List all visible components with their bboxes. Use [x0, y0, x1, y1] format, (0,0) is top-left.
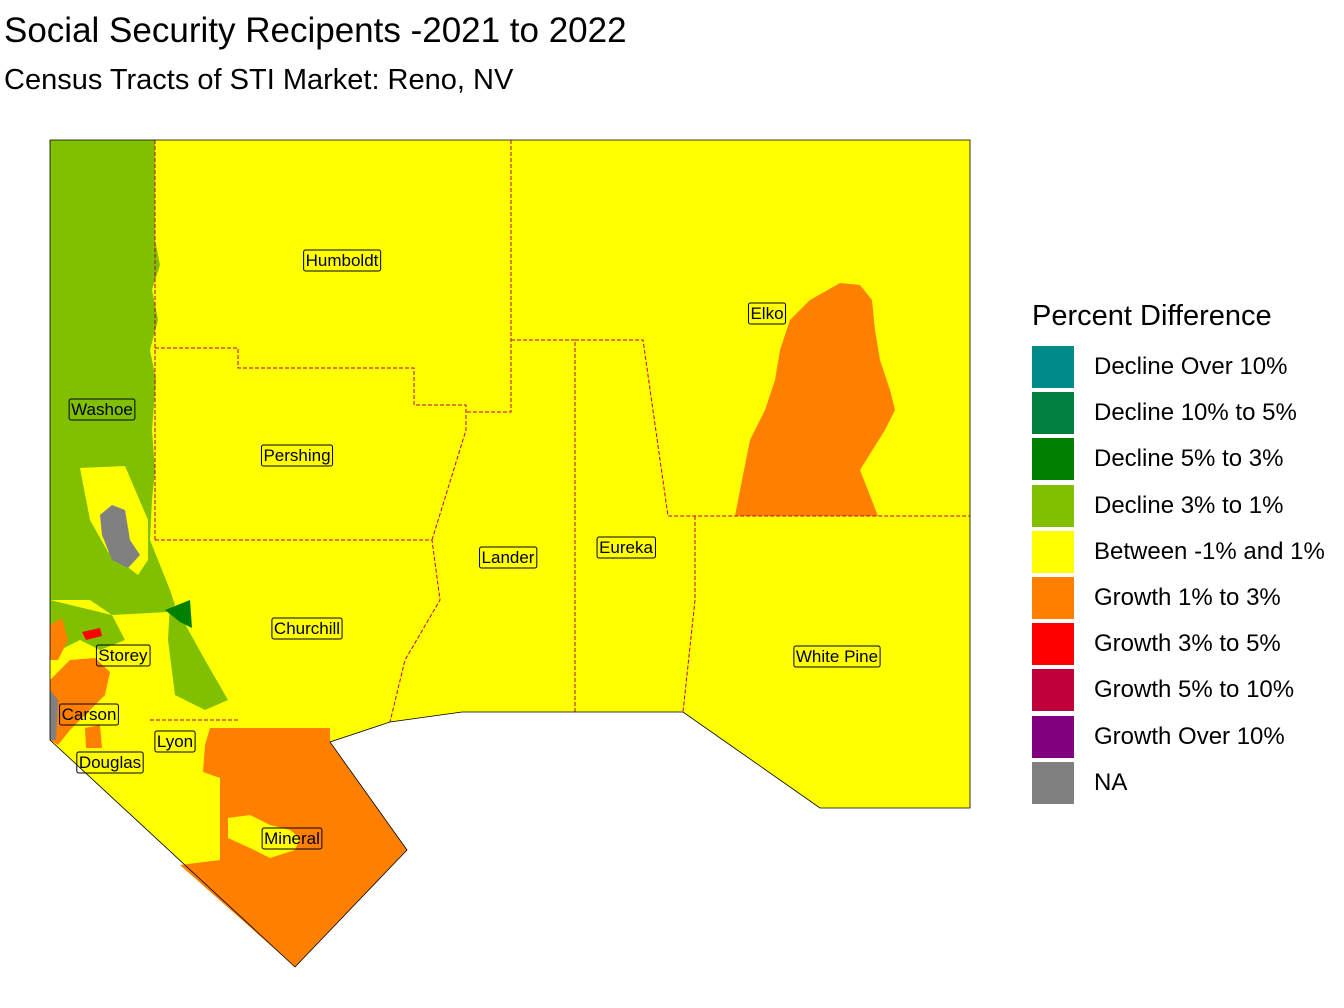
- county-label-eureka: Eureka: [596, 536, 656, 559]
- county-label-text: Lyon: [157, 732, 193, 751]
- legend-swatch: [1032, 715, 1074, 758]
- county-label-box: [479, 546, 538, 569]
- legend-swatch: [1032, 761, 1074, 804]
- county-label-box: [59, 703, 119, 726]
- legend-item: Decline 3% to 1%: [1032, 483, 1344, 529]
- county-label-text: White Pine: [796, 647, 878, 666]
- carson-tracts: [50, 658, 110, 745]
- county-label-elko: Elko: [747, 302, 787, 325]
- county-label-box: [747, 302, 787, 325]
- market-boundary: [49, 139, 971, 968]
- legend-items: Decline Over 10% Decline 10% to 5% Decline…: [1032, 344, 1344, 806]
- legend-swatch: [1032, 577, 1074, 620]
- legend-swatch: [1032, 392, 1074, 435]
- county-label-box: [68, 398, 136, 421]
- legend-label: Between -1% and 1%: [1094, 537, 1325, 565]
- carson-na-tract: [50, 690, 58, 740]
- legend-swatch: [1032, 669, 1074, 712]
- county-label-text: Mineral: [264, 829, 320, 848]
- mineral-yellow-tract: [228, 815, 300, 858]
- county-label-pershing: Pershing: [260, 444, 334, 467]
- county-label-mineral: Mineral: [261, 827, 323, 850]
- legend: Percent Difference Decline Over 10% Decli…: [1032, 296, 1344, 806]
- legend-label: NA: [1094, 768, 1128, 796]
- douglas-orange-tract: [85, 725, 102, 748]
- legend-item: Decline 5% to 3%: [1032, 436, 1344, 482]
- county-label-white-pine: White Pine: [793, 645, 881, 668]
- county-label-douglas: Douglas: [76, 751, 144, 774]
- county-label-box: [261, 827, 323, 850]
- legend-label: Decline 10% to 5%: [1094, 399, 1297, 427]
- county-label-carson: Carson: [59, 703, 119, 726]
- county-label-lyon: Lyon: [154, 730, 196, 753]
- legend-label: Decline 3% to 1%: [1094, 491, 1284, 519]
- county-label-storey: Storey: [95, 644, 151, 667]
- county-label-text: Eureka: [599, 538, 653, 557]
- county-label-text: Carson: [62, 705, 117, 724]
- legend-item: Decline 10% to 5%: [1032, 390, 1344, 436]
- county-label-box: [271, 617, 343, 640]
- legend-label: Growth Over 10%: [1094, 722, 1285, 750]
- washoe-tracts: [50, 140, 175, 615]
- county-labels: Humboldt Elko Washoe Pershing Lander Eureka Ch…: [59, 249, 881, 850]
- legend-item: Growth 1% to 3%: [1032, 575, 1344, 621]
- legend-swatch: [1032, 530, 1074, 573]
- map-title: Social Security Recipents -2021 to 2022: [4, 11, 627, 50]
- legend-label: Growth 5% to 10%: [1094, 676, 1295, 704]
- legend-swatch: [1032, 438, 1074, 481]
- county-label-box: [95, 644, 151, 667]
- county-label-text: Washoe: [71, 400, 133, 419]
- county-label-humboldt: Humboldt: [303, 249, 382, 272]
- legend-label: Decline 5% to 3%: [1094, 445, 1284, 473]
- legend-item: NA: [1032, 760, 1344, 806]
- reno-mixed-tracts: [50, 600, 125, 655]
- county-label-box: [596, 536, 656, 559]
- map-subtitle: Census Tracts of STI Market: Reno, NV: [4, 64, 514, 96]
- county-label-text: Pershing: [263, 446, 330, 465]
- choropleth-map: Humboldt Elko Washoe Pershing Lander Eureka Ch…: [49, 139, 971, 968]
- elko-orange-tract: [735, 283, 895, 516]
- reno-orange-tract: [50, 618, 68, 660]
- legend-label: Decline Over 10%: [1094, 353, 1288, 381]
- legend-item: Growth 3% to 5%: [1032, 621, 1344, 667]
- county-label-text: Lander: [482, 548, 535, 567]
- county-label-text: Churchill: [274, 619, 340, 638]
- washoe-na-area: [100, 505, 140, 568]
- county-label-churchill: Churchill: [271, 617, 343, 640]
- legend-item: Growth 5% to 10%: [1032, 667, 1344, 713]
- legend-label: Growth 1% to 3%: [1094, 584, 1281, 612]
- legend-item: Growth Over 10%: [1032, 714, 1344, 760]
- legend-swatch: [1032, 623, 1074, 666]
- legend-item: Between -1% and 1%: [1032, 529, 1344, 575]
- reno-red-tract: [82, 628, 102, 640]
- legend-item: Decline Over 10%: [1032, 344, 1344, 390]
- county-label-text: Humboldt: [306, 251, 379, 270]
- county-label-box: [76, 751, 144, 774]
- county-boundaries: [150, 140, 970, 723]
- county-label-text: Elko: [750, 304, 783, 323]
- county-label-box: [260, 444, 334, 467]
- reno-dark-green-tract: [165, 600, 192, 628]
- legend-label: Growth 3% to 5%: [1094, 630, 1281, 658]
- legend-title: Percent Difference: [1032, 300, 1272, 332]
- county-label-box: [793, 645, 881, 668]
- county-label-text: Douglas: [79, 753, 141, 772]
- county-label-text: Storey: [98, 646, 148, 665]
- legend-swatch: [1032, 346, 1074, 389]
- county-label-box: [154, 730, 196, 753]
- legend-swatch: [1032, 484, 1074, 527]
- reno-green-patch: [168, 605, 228, 710]
- county-label-washoe: Washoe: [68, 398, 136, 421]
- county-label-box: [303, 249, 382, 272]
- county-label-lander: Lander: [479, 546, 538, 569]
